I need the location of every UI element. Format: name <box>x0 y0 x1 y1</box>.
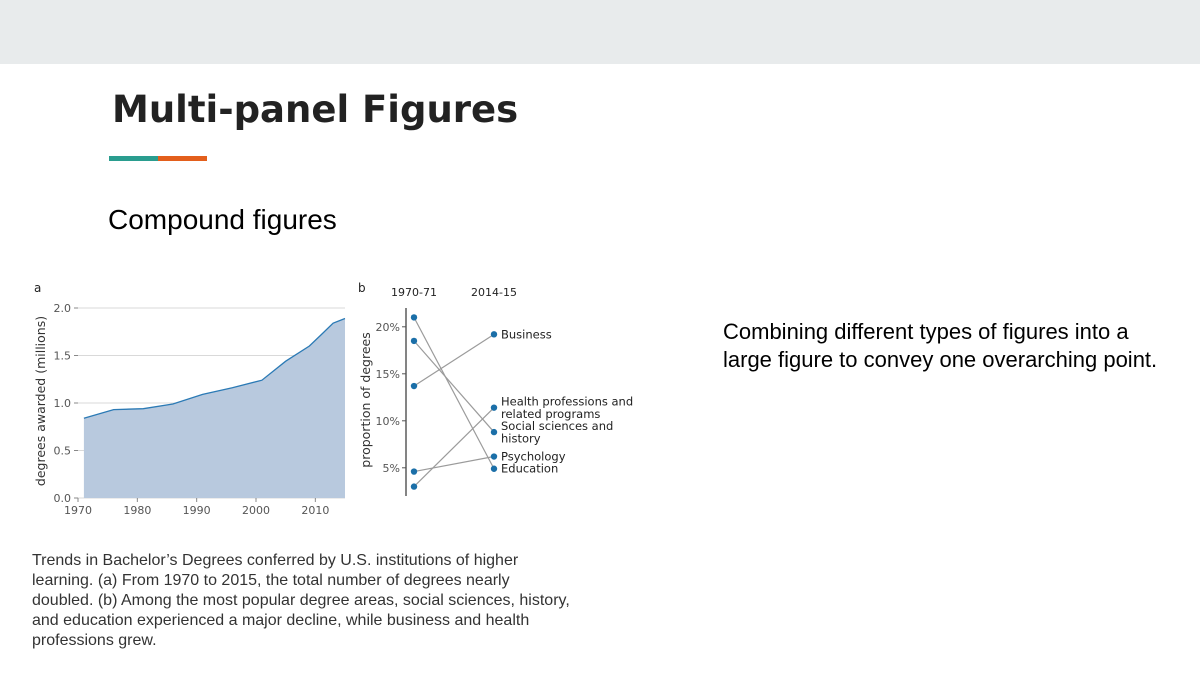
panel-b-category-label: Psychology <box>501 450 566 464</box>
panel-a-y-axis-title: degrees awarded (millions) <box>33 316 48 486</box>
panel-b-letter: b <box>358 281 366 295</box>
panel-a-y-ticks: 0.0 0.5 1.0 1.5 2.0 <box>54 302 78 505</box>
compound-figure-svg: a 0.0 0.5 1.0 1.5 2.0 1970 1980 1990 2000 2010 d… <box>33 281 633 517</box>
panel-b-y-tick-label: 20% <box>376 321 400 334</box>
panel-b-slope-line <box>413 333 495 387</box>
panel-b-dot-end <box>490 404 498 411</box>
panel-b-category-label-line: history <box>501 432 541 446</box>
panel-b-slope-line <box>413 455 495 473</box>
compound-figure: a 0.0 0.5 1.0 1.5 2.0 1970 1980 1990 2000 2010 d… <box>28 278 638 523</box>
accent-teal-segment <box>109 156 158 161</box>
panel-a-letter: a <box>34 281 41 295</box>
panel-b-y-tick-label: 15% <box>376 368 400 381</box>
panel-b-category-labels: Business Health professions and related pr… <box>501 327 633 475</box>
panel-a-line <box>83 317 346 419</box>
panel-b-dot-start <box>410 382 418 390</box>
panel-a-x-tick-label: 1980 <box>123 504 151 517</box>
panel-b-category-label-line: Health professions and <box>501 395 633 409</box>
panel-b-y-axis-title: proportion of degrees <box>358 332 373 467</box>
panel-b-dot-end <box>490 453 498 460</box>
panel-b-dot-start <box>410 483 418 490</box>
title-accent-bar <box>109 156 207 161</box>
panel-a-area <box>83 318 346 498</box>
panel-b-dots <box>410 314 498 490</box>
panel-b-dot-start <box>410 468 418 475</box>
panel-b-dot-end <box>490 428 498 436</box>
panel-b-category-label: Business <box>501 327 552 341</box>
panel-a-y-tick-label: 0.5 <box>54 445 72 458</box>
panel-a-x-tick-label: 2000 <box>242 504 270 517</box>
panel-b-slope-line <box>413 340 495 433</box>
panel-b-slope-line <box>413 407 495 488</box>
panel-b-y-ticks: 5% 10% 15% 20% <box>376 321 406 475</box>
panel-a: a 0.0 0.5 1.0 1.5 2.0 1970 1980 1990 2000 2010 d… <box>33 281 346 517</box>
panel-b-dot-end <box>490 465 498 472</box>
slide-title: Multi-panel Figures <box>112 88 519 131</box>
panel-b-slope-line <box>413 317 495 470</box>
header-band <box>0 0 1200 64</box>
panel-b-category-label: Health professions and related programs <box>501 395 633 422</box>
slide-body-text: Combining different types of figures int… <box>723 319 1158 372</box>
panel-b-dot-start <box>410 314 418 321</box>
panel-b-dot-end <box>490 331 498 338</box>
panel-b-column-head-end: 2014-15 <box>471 286 517 299</box>
panel-b-category-label-line: Social sciences and <box>501 419 613 433</box>
panel-a-x-tick-label: 1970 <box>64 504 92 517</box>
panel-b-column-head-start: 1970-71 <box>391 286 437 299</box>
panel-a-y-tick-label: 0.0 <box>54 492 72 505</box>
panel-a-x-tick-label: 1990 <box>183 504 211 517</box>
panel-b-slope-lines <box>413 317 495 488</box>
panel-b: b 1970-71 2014-15 5% 10% 15% 20% Business He… <box>358 281 633 496</box>
panel-b-category-label: Education <box>501 462 558 476</box>
panel-a-y-tick-label: 2.0 <box>54 302 72 315</box>
panel-b-dot-start <box>410 337 418 345</box>
panel-b-category-label-line: related programs <box>501 407 600 421</box>
panel-a-y-tick-label: 1.5 <box>54 350 72 363</box>
figure-caption: Trends in Bachelor’s Degrees conferred b… <box>32 552 570 649</box>
panel-a-x-ticks: 1970 1980 1990 2000 2010 <box>64 498 329 517</box>
accent-orange-segment <box>158 156 207 161</box>
slide-subtitle: Compound figures <box>108 204 337 235</box>
panel-a-y-tick-label: 1.0 <box>54 397 72 410</box>
panel-b-y-tick-label: 5% <box>383 462 400 475</box>
panel-a-x-tick-label: 2010 <box>301 504 329 517</box>
panel-b-y-tick-label: 10% <box>376 415 400 428</box>
panel-b-category-label: Social sciences and history <box>501 419 613 446</box>
